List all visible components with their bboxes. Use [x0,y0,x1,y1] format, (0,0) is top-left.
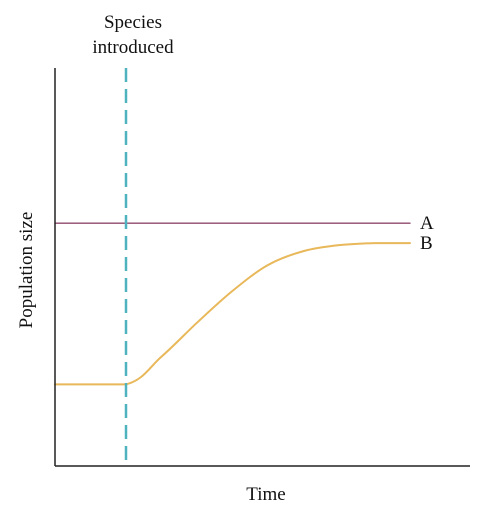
series-a-label: A [420,213,434,234]
y-axis-label: Population size [16,212,37,329]
series-b-label: B [420,233,433,254]
axes [54,68,470,467]
species-introduced-annotation: Species introduced [92,12,174,466]
annotation-label-line-2: introduced [92,37,174,58]
plot-area [54,222,411,386]
annotation-label-line-1: Species [104,12,162,33]
x-axis-label: Time [246,484,285,505]
series-b-line [54,242,411,386]
axis-labels: Time Population size [16,212,286,505]
series-labels: AB [420,213,434,254]
